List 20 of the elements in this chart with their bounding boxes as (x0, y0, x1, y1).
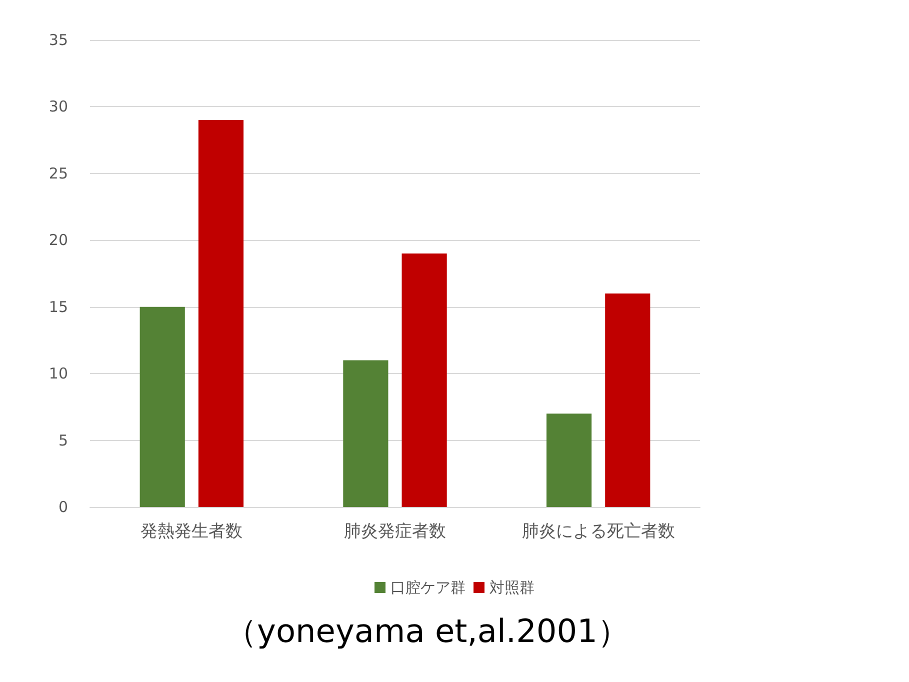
y-tick-label: 30 (48, 98, 68, 116)
legend-label: 対照群 (490, 578, 534, 596)
y-tick-label: 0 (58, 498, 68, 516)
x-tick-label: 発熱発生者数 (140, 522, 243, 542)
y-tick-label: 10 (48, 364, 68, 383)
y-tick-label: 20 (48, 231, 68, 250)
bar (605, 294, 650, 507)
x-tick-label: 肺炎による死亡者数 (522, 522, 675, 542)
legend-label: 口腔ケア群 (390, 578, 466, 596)
bar (343, 360, 388, 507)
bar (140, 306, 185, 507)
y-tick-label: 25 (48, 164, 68, 182)
y-tick-label: 15 (48, 298, 68, 316)
y-tick-label: 35 (48, 31, 68, 49)
bar (546, 414, 592, 507)
y-tick-label: 5 (58, 431, 68, 450)
text: （yoneyama et,al.2001） (225, 612, 630, 650)
x-tick-label: 肺炎発症者数 (344, 522, 446, 542)
bar (198, 120, 244, 507)
bar (402, 253, 447, 507)
